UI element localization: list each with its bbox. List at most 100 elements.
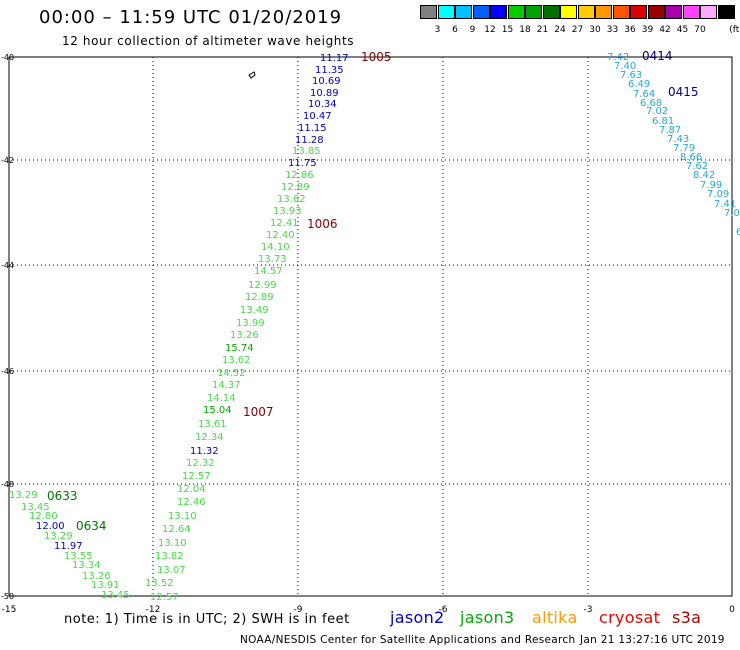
swh-value: 13.07 xyxy=(157,565,186,576)
swh-value: 12.04 xyxy=(177,484,206,495)
lat-tick-label: -42 xyxy=(1,156,14,165)
swh-value: 13.10 xyxy=(158,538,187,549)
lat-tick-label: -48 xyxy=(1,480,14,489)
time-label: 0634 xyxy=(76,519,107,533)
legend-swatch xyxy=(630,5,647,19)
swh-value: 7.63 xyxy=(620,70,642,81)
swh-value: 13.61 xyxy=(198,419,227,430)
swh-value: 12.57 xyxy=(182,471,211,482)
swh-value: 12.86 xyxy=(285,170,314,181)
swh-value: 13.73 xyxy=(258,254,287,265)
swh-value: 13.45 xyxy=(101,590,130,601)
satellite-legend-altika: altika xyxy=(532,608,578,627)
swh-value: 7.62 xyxy=(686,161,708,172)
legend-label: 21 xyxy=(536,25,549,35)
swh-value: 13.82 xyxy=(155,551,184,562)
legend-swatch xyxy=(577,5,595,19)
swh-value: 13.55 xyxy=(64,551,93,562)
swh-value: 8.42 xyxy=(693,170,715,181)
swh-value: 14.57 xyxy=(254,266,283,277)
lon-tick-label: 0 xyxy=(729,605,735,615)
legend-swatch xyxy=(455,5,472,19)
lat-tick-label: -46 xyxy=(1,367,14,376)
swh-value: 13.93 xyxy=(273,206,302,217)
footer-timestamp: Jan 21 13:27:16 UTC 2019 xyxy=(580,634,725,646)
swh-value: 7.87 xyxy=(659,125,681,136)
swh-value: 6.49 xyxy=(628,79,650,90)
swh-value: 12.34 xyxy=(195,432,224,443)
swh-value: 12.99 xyxy=(248,280,277,291)
swh-value: 13.29 xyxy=(44,531,73,542)
swh-value: 11.15 xyxy=(298,123,327,134)
swh-value: 10.69 xyxy=(312,76,341,87)
island-shape xyxy=(248,71,256,79)
swh-value: 13.49 xyxy=(240,305,269,316)
swh-value: 13.26 xyxy=(230,330,259,341)
swh-value: 13.52 xyxy=(145,578,174,589)
swh-value: 11.97 xyxy=(54,541,83,552)
lon-tick-label: -15 xyxy=(2,605,17,615)
swh-value: 11.17 xyxy=(320,53,349,64)
lon-tick-label: -9 xyxy=(294,605,303,615)
swh-value: 12.89 xyxy=(245,292,274,303)
swh-value: 14.14 xyxy=(207,393,236,404)
swh-value: 14.37 xyxy=(212,380,241,391)
legend-swatch xyxy=(665,5,682,19)
swh-value: 7.09 xyxy=(707,189,729,200)
legend-label: 33 xyxy=(606,25,619,35)
legend-swatch xyxy=(612,5,630,19)
legend-swatch xyxy=(717,5,735,19)
legend-label: 18 xyxy=(519,25,531,35)
legend-swatch xyxy=(490,5,507,19)
swh-value: 11.35 xyxy=(315,65,344,76)
time-label: 0414 xyxy=(642,49,673,63)
legend-label: 3 xyxy=(434,25,441,35)
swh-value: 7.43 xyxy=(667,134,689,145)
legend-label: 15 xyxy=(501,25,514,35)
legend-label: 27 xyxy=(571,25,584,35)
note-text: note: 1) Time is in UTC; 2) SWH is in fe… xyxy=(64,612,350,627)
legend-swatch xyxy=(682,5,700,19)
swh-value: 10.47 xyxy=(303,111,332,122)
swh-value: 15.74 xyxy=(225,343,254,354)
lat-tick-label: -50 xyxy=(1,592,14,601)
legend-swatch xyxy=(542,5,560,19)
lat-tick-label: -40 xyxy=(1,53,14,62)
swh-value: 12.41 xyxy=(270,218,299,229)
time-label: 1006 xyxy=(307,217,338,231)
swh-value: 7.02 xyxy=(646,106,668,117)
swh-value: 13.91 xyxy=(91,580,120,591)
swh-value: 7.04 xyxy=(724,208,740,219)
legend-swatch xyxy=(525,5,542,19)
legend-label: 42 xyxy=(659,25,671,35)
swh-value: 14.52 xyxy=(217,368,246,379)
swh-value: 12.40 xyxy=(266,230,295,241)
swh-value: 11.28 xyxy=(295,135,324,146)
swh-value: 13.62 xyxy=(277,194,306,205)
satellite-legend-cryosat: cryosat xyxy=(599,608,661,627)
swh-value: 14.10 xyxy=(261,242,290,253)
swh-value: 7.41 xyxy=(714,199,736,210)
legend-label: 12 xyxy=(484,25,496,35)
swh-value: 12.46 xyxy=(177,497,206,508)
swh-value: 7.42 xyxy=(607,52,629,63)
time-label: 0633 xyxy=(47,489,78,503)
swh-value: 7.64 xyxy=(633,89,655,100)
swh-value: 13.10 xyxy=(168,511,197,522)
swh-value: 12.80 xyxy=(29,511,58,522)
footer-credit: NOAA/NESDIS Center for Satellite Applica… xyxy=(240,634,576,646)
legend-label: 70 xyxy=(694,25,706,35)
swh-value: 12.89 xyxy=(281,182,310,193)
swh-value: 13.85 xyxy=(292,146,321,157)
legend-swatch xyxy=(420,5,437,19)
lon-tick-label: -12 xyxy=(146,605,161,615)
legend-label: 30 xyxy=(589,25,601,35)
swh-value: 13.26 xyxy=(82,571,111,582)
legend-swatch xyxy=(595,5,612,19)
swh-value: 11.32 xyxy=(190,446,219,457)
swh-value: 12.32 xyxy=(186,458,215,469)
swh-value: 13.99 xyxy=(236,318,265,329)
swh-value: 11.75 xyxy=(288,158,317,169)
lon-tick-label: -6 xyxy=(439,605,448,615)
swh-value: 13.34 xyxy=(72,560,101,571)
